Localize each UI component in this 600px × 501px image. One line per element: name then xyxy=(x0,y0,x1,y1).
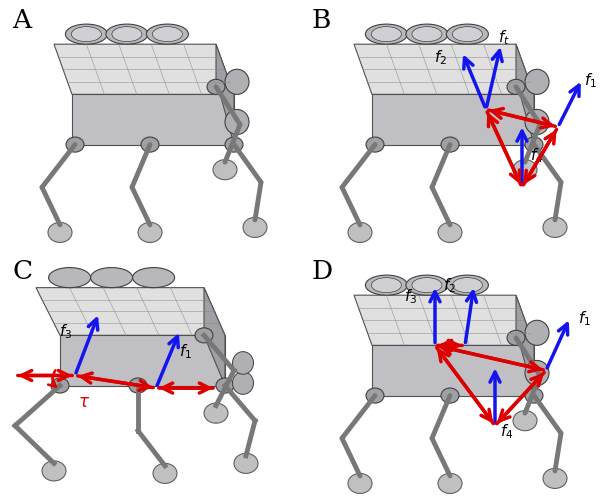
Text: $\mathbf{\mathit{f}}_{4}$: $\mathbf{\mathit{f}}_{4}$ xyxy=(500,421,514,440)
Circle shape xyxy=(141,138,159,153)
Ellipse shape xyxy=(146,25,188,45)
Text: $\tau$: $\tau$ xyxy=(78,393,90,410)
Circle shape xyxy=(441,388,459,403)
Circle shape xyxy=(243,218,267,238)
Ellipse shape xyxy=(233,352,254,375)
Text: A: A xyxy=(12,8,31,33)
Circle shape xyxy=(234,453,258,473)
Polygon shape xyxy=(372,346,534,396)
Circle shape xyxy=(153,463,177,483)
Circle shape xyxy=(441,138,459,153)
Circle shape xyxy=(438,223,462,243)
Circle shape xyxy=(138,223,162,243)
Ellipse shape xyxy=(91,268,133,288)
Ellipse shape xyxy=(225,70,249,95)
Circle shape xyxy=(195,328,213,343)
Polygon shape xyxy=(372,95,534,145)
Circle shape xyxy=(543,468,567,488)
Ellipse shape xyxy=(133,268,175,288)
Ellipse shape xyxy=(525,110,549,135)
Ellipse shape xyxy=(525,321,549,346)
Ellipse shape xyxy=(412,278,442,293)
Circle shape xyxy=(513,160,537,180)
Ellipse shape xyxy=(365,276,407,296)
Ellipse shape xyxy=(49,268,91,288)
Text: D: D xyxy=(312,258,333,283)
Circle shape xyxy=(513,411,537,431)
Text: $\mathbf{\mathit{f}}_{4}$: $\mathbf{\mathit{f}}_{4}$ xyxy=(530,146,544,165)
Ellipse shape xyxy=(446,276,488,296)
Circle shape xyxy=(48,223,72,243)
Circle shape xyxy=(525,388,543,403)
Polygon shape xyxy=(72,95,234,145)
Circle shape xyxy=(507,331,525,346)
Ellipse shape xyxy=(365,25,407,45)
Polygon shape xyxy=(516,45,534,145)
Text: $\mathbf{\mathit{f}}_{3}$: $\mathbf{\mathit{f}}_{3}$ xyxy=(59,321,73,340)
Ellipse shape xyxy=(452,278,482,293)
Polygon shape xyxy=(60,336,225,386)
Text: $\mathbf{\mathit{f}}_{2}$: $\mathbf{\mathit{f}}_{2}$ xyxy=(434,48,448,67)
Ellipse shape xyxy=(371,28,401,43)
Circle shape xyxy=(51,378,69,393)
Text: $\mathbf{\mathit{f}}_{1}$: $\mathbf{\mathit{f}}_{1}$ xyxy=(584,71,598,90)
Ellipse shape xyxy=(233,372,254,395)
Text: B: B xyxy=(312,8,331,33)
Ellipse shape xyxy=(112,28,142,43)
Polygon shape xyxy=(36,288,225,336)
Ellipse shape xyxy=(106,25,148,45)
Ellipse shape xyxy=(452,28,482,43)
Circle shape xyxy=(66,138,84,153)
Ellipse shape xyxy=(525,70,549,95)
Ellipse shape xyxy=(152,28,182,43)
Text: $\mathbf{\mathit{f}}_{1}$: $\mathbf{\mathit{f}}_{1}$ xyxy=(578,309,592,328)
Ellipse shape xyxy=(525,361,549,386)
Polygon shape xyxy=(216,45,234,145)
Polygon shape xyxy=(54,45,234,95)
Circle shape xyxy=(543,218,567,238)
Circle shape xyxy=(216,378,234,393)
Circle shape xyxy=(207,80,225,95)
Polygon shape xyxy=(354,45,534,95)
Polygon shape xyxy=(516,296,534,396)
Circle shape xyxy=(225,138,243,153)
Circle shape xyxy=(525,138,543,153)
Circle shape xyxy=(348,473,372,493)
Text: C: C xyxy=(12,258,32,283)
Ellipse shape xyxy=(371,278,401,293)
Text: $\mathbf{\mathit{f}}_{1}$: $\mathbf{\mathit{f}}_{1}$ xyxy=(179,341,193,360)
Circle shape xyxy=(366,138,384,153)
Polygon shape xyxy=(354,296,534,346)
Circle shape xyxy=(42,461,66,481)
Text: $\mathbf{\mathit{f}}_{t}$: $\mathbf{\mathit{f}}_{t}$ xyxy=(498,28,510,47)
Circle shape xyxy=(366,388,384,403)
Ellipse shape xyxy=(225,110,249,135)
Circle shape xyxy=(213,160,237,180)
Ellipse shape xyxy=(71,28,101,43)
Text: $\mathbf{\mathit{f}}_{3}$: $\mathbf{\mathit{f}}_{3}$ xyxy=(404,286,418,305)
Ellipse shape xyxy=(406,276,448,296)
Text: $\mathbf{\mathit{f}}_{2}$: $\mathbf{\mathit{f}}_{2}$ xyxy=(443,276,457,295)
Circle shape xyxy=(204,403,228,423)
Ellipse shape xyxy=(406,25,448,45)
Circle shape xyxy=(348,223,372,243)
Circle shape xyxy=(507,80,525,95)
Circle shape xyxy=(438,473,462,493)
Ellipse shape xyxy=(65,25,107,45)
Circle shape xyxy=(129,378,147,393)
Ellipse shape xyxy=(446,25,488,45)
Polygon shape xyxy=(204,288,225,386)
Ellipse shape xyxy=(412,28,442,43)
